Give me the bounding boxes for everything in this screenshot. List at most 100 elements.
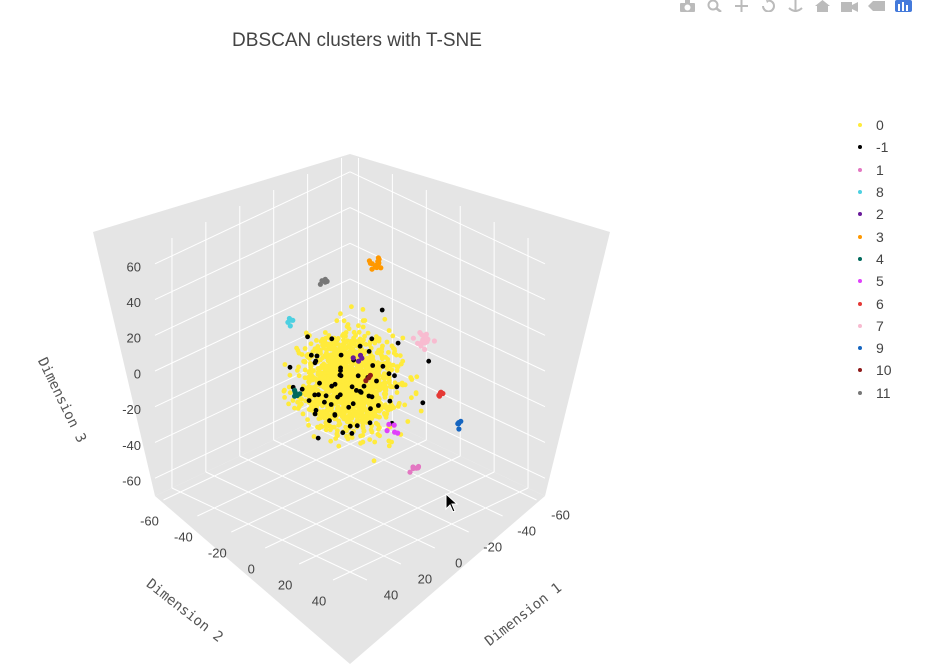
point-0	[339, 345, 344, 351]
point--1	[346, 404, 352, 410]
legend-item-5[interactable]: 5	[844, 270, 892, 292]
point-0	[389, 343, 395, 349]
legend-marker	[844, 279, 876, 284]
legend-item-9[interactable]: 9	[844, 337, 892, 359]
legend-item--1[interactable]: -1	[844, 136, 892, 158]
point-0	[318, 370, 323, 376]
point-0	[386, 328, 392, 333]
point-0	[389, 367, 395, 373]
hover-icon[interactable]	[868, 0, 885, 12]
legend-dot-icon	[858, 145, 862, 150]
plotly-logo-icon[interactable]	[895, 0, 912, 12]
grid-line-z	[349, 171, 546, 265]
point--1	[328, 402, 334, 407]
point-0	[346, 392, 352, 397]
point-0	[328, 427, 333, 433]
point-0	[363, 342, 369, 347]
x-tick-label: -40	[517, 523, 536, 538]
x-tick-label: 0	[455, 555, 462, 570]
point-0	[377, 433, 382, 439]
point--1	[329, 336, 335, 342]
point-0	[381, 411, 387, 416]
point-0	[322, 330, 328, 335]
y-axis-title: Dimension 2	[143, 576, 226, 646]
legend-item-6[interactable]: 6	[844, 292, 892, 314]
series-6	[436, 389, 446, 399]
point-0	[414, 374, 420, 380]
turntable-icon[interactable]	[787, 0, 804, 12]
point-7	[422, 346, 428, 352]
point-11	[319, 278, 325, 284]
grid-line-x	[273, 439, 469, 533]
point-0	[306, 379, 311, 385]
point-0	[343, 339, 349, 345]
grid-line-z	[154, 278, 351, 372]
point-0	[342, 364, 347, 370]
point-0	[328, 372, 333, 378]
orbit-icon[interactable]	[760, 0, 777, 12]
point-0	[308, 362, 313, 368]
point-7	[423, 331, 429, 337]
point-7	[410, 335, 416, 341]
point-0	[386, 361, 392, 367]
point-0	[346, 372, 352, 377]
legend-dot-icon	[858, 368, 862, 373]
legend-marker	[844, 145, 876, 150]
point-0	[329, 408, 335, 414]
point-1	[415, 465, 421, 471]
legend-label: 7	[876, 317, 884, 334]
camera-view-icon[interactable]	[841, 0, 858, 12]
home-icon[interactable]	[814, 0, 831, 12]
grid-line-y	[265, 455, 461, 549]
point-0	[408, 375, 414, 380]
legend-item-4[interactable]: 4	[844, 248, 892, 270]
point-0	[394, 390, 400, 395]
point--1	[305, 334, 310, 340]
point-0	[351, 335, 356, 341]
series-8	[285, 315, 296, 329]
point--1	[376, 403, 381, 408]
point--1	[338, 352, 344, 358]
point-0	[324, 347, 329, 353]
point-0	[336, 361, 342, 367]
legend-item-2[interactable]: 2	[844, 203, 892, 225]
point-0	[330, 367, 336, 372]
point-0	[306, 384, 312, 389]
point--1	[379, 307, 385, 313]
camera-icon[interactable]	[679, 0, 696, 12]
point--1	[426, 358, 432, 364]
point--1	[357, 389, 363, 394]
point-0	[349, 304, 354, 310]
point-0	[375, 398, 381, 403]
point-0	[306, 422, 311, 428]
legend-dot-icon	[858, 279, 862, 284]
point-0	[290, 398, 296, 403]
legend-item-3[interactable]: 3	[844, 225, 892, 247]
point-5	[386, 421, 392, 427]
point-0	[282, 362, 288, 367]
legend-item-0[interactable]: 0	[844, 114, 892, 136]
point-0	[326, 358, 332, 364]
legend-item-7[interactable]: 7	[844, 315, 892, 337]
point--1	[380, 363, 386, 369]
point-0	[364, 364, 369, 370]
point-0	[320, 394, 325, 400]
point--1	[368, 406, 373, 412]
legend-item-1[interactable]: 1	[844, 159, 892, 181]
point--1	[332, 412, 338, 418]
point-0	[326, 423, 332, 428]
point-0	[330, 345, 335, 350]
legend-item-8[interactable]: 8	[844, 181, 892, 203]
point-0	[347, 376, 353, 382]
pan-icon[interactable]	[733, 0, 750, 12]
point-0	[387, 378, 392, 383]
legend-item-11[interactable]: 11	[844, 382, 892, 404]
point-0	[328, 354, 334, 360]
zoom-icon[interactable]	[706, 0, 723, 12]
point-0	[323, 342, 329, 348]
legend-dot-icon	[858, 256, 862, 261]
legend-item-10[interactable]: 10	[844, 359, 892, 381]
point-0	[392, 380, 398, 386]
point--1	[420, 400, 426, 406]
